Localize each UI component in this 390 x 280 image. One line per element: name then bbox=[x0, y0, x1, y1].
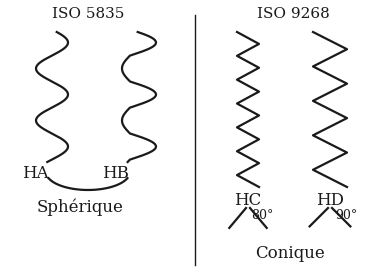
Text: Conique: Conique bbox=[255, 245, 325, 262]
Text: 80°: 80° bbox=[251, 209, 273, 222]
Text: HD: HD bbox=[316, 192, 344, 209]
Text: HC: HC bbox=[234, 192, 262, 209]
Text: 90°: 90° bbox=[335, 209, 357, 222]
Text: ISO 9268: ISO 9268 bbox=[257, 7, 330, 21]
Text: HA: HA bbox=[22, 165, 48, 182]
Text: Sphérique: Sphérique bbox=[37, 198, 124, 216]
Text: HB: HB bbox=[101, 165, 128, 182]
Text: ISO 5835: ISO 5835 bbox=[52, 7, 124, 21]
